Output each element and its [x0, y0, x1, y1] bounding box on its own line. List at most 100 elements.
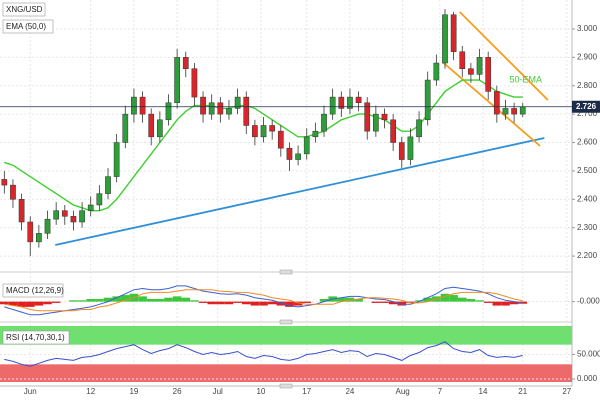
macd-histogram-bar	[241, 301, 251, 305]
candle-body	[234, 96, 241, 109]
candle-body	[433, 62, 440, 81]
candle-body	[390, 119, 396, 143]
candle-body	[217, 102, 224, 115]
candle-body	[373, 113, 379, 132]
macd-histogram-bar	[103, 297, 113, 302]
legend-entry: EMA (50,0)	[6, 22, 46, 31]
y-tick-label: 2.600	[577, 138, 598, 147]
candle-body	[260, 125, 267, 138]
candle-body	[511, 108, 517, 115]
y-tick-label: 2.900	[577, 52, 598, 61]
macd-title-box	[2, 283, 64, 298]
macd-histogram-bar	[388, 301, 398, 305]
macd-histogram-bar	[43, 301, 52, 305]
candle-body	[44, 218, 51, 234]
chart-title: XNG/USD	[6, 5, 43, 14]
x-tick-label: 26	[173, 387, 182, 396]
macd-histogram-bar	[25, 301, 35, 307]
candle-body	[502, 108, 509, 115]
candle-body	[70, 216, 77, 223]
candle-body	[442, 14, 448, 64]
macd-histogram-bar	[207, 301, 216, 305]
candle-body	[398, 142, 405, 160]
y-tick-label: 3.000	[577, 24, 598, 33]
macd-histogram-bar	[518, 301, 528, 304]
macd-histogram-bar	[146, 299, 156, 302]
macd-histogram-bar	[190, 300, 199, 302]
macd-histogram-bar	[380, 301, 389, 303]
x-tick-label: 14	[479, 387, 488, 396]
macd-histogram-bar	[319, 299, 329, 302]
candle-body	[53, 210, 60, 220]
candle-body	[450, 14, 457, 52]
candle-body	[269, 125, 276, 132]
y-tick-label: 2.500	[577, 166, 598, 175]
y-tick-label: 2.700	[577, 109, 598, 118]
candle-body	[364, 102, 371, 132]
candle-body	[105, 176, 111, 194]
x-tick-label: Jul	[213, 387, 223, 396]
candle-body	[355, 96, 362, 104]
candle-body	[36, 233, 42, 243]
candle-body	[191, 68, 198, 98]
macd-histogram-bar	[17, 301, 26, 307]
x-tick-label: 12	[86, 387, 95, 396]
macd-histogram-bar	[406, 301, 415, 303]
x-tick-label: 27	[562, 387, 571, 396]
oversold-band	[0, 364, 572, 382]
panel-handle[interactable]	[279, 269, 293, 275]
candle-body	[277, 130, 284, 149]
rsi-title-box	[2, 330, 70, 345]
candle-body	[27, 221, 34, 243]
macd-histogram-bar	[345, 297, 355, 302]
macd-histogram-bar	[120, 295, 130, 302]
candle-body	[347, 96, 353, 109]
macd-histogram-bar	[354, 299, 363, 302]
macd-histogram-bar	[501, 301, 510, 306]
legend-box	[2, 19, 54, 34]
candle-body	[295, 153, 301, 160]
trend-line	[459, 11, 549, 101]
macd-histogram-bar	[276, 301, 286, 306]
candle-body	[87, 204, 94, 211]
macd-histogram-bar	[483, 301, 493, 303]
overbought-band	[0, 326, 572, 345]
macd-histogram-bar	[250, 301, 260, 306]
candle-body	[243, 96, 250, 126]
panel-handle[interactable]	[279, 383, 293, 389]
candle-body	[286, 147, 293, 160]
title-box	[2, 2, 46, 17]
panel-handle[interactable]	[279, 319, 293, 325]
macd-histogram-bar	[34, 301, 44, 306]
macd-histogram-bar	[69, 300, 78, 302]
macd-histogram-bar	[233, 301, 242, 303]
macd-histogram-bar	[466, 299, 476, 302]
macd-histogram-bar	[216, 301, 225, 305]
candle-body	[459, 51, 466, 69]
candle-body	[208, 102, 215, 115]
x-tick-label: 21	[518, 387, 527, 396]
macd-histogram-bar	[336, 297, 346, 302]
macd-histogram-bar	[224, 301, 234, 305]
candle-body	[407, 136, 414, 160]
macd-title: MACD (12,26,9)	[6, 286, 64, 295]
macd-histogram-bar	[164, 297, 173, 302]
y-tick-label: -0.000	[577, 297, 600, 306]
macd-histogram-bar	[475, 300, 484, 302]
ema-annotation: 50-EMA	[509, 75, 542, 85]
candle-body	[485, 57, 492, 92]
macd-histogram-bar	[172, 296, 182, 302]
candle-body	[156, 119, 163, 138]
x-tick-label: 7	[438, 387, 443, 396]
y-tick-label: 50.000	[577, 350, 600, 359]
candle-body	[338, 96, 345, 109]
macd-histogram-bar	[95, 299, 104, 302]
macd-line	[4, 289, 523, 312]
macd-histogram-bar	[293, 301, 303, 306]
x-tick-label: 19	[129, 387, 138, 396]
candle-body	[61, 210, 68, 217]
candle-body	[1, 179, 8, 186]
macd-histogram-bar	[138, 296, 147, 302]
macd-histogram-bar	[181, 297, 191, 302]
